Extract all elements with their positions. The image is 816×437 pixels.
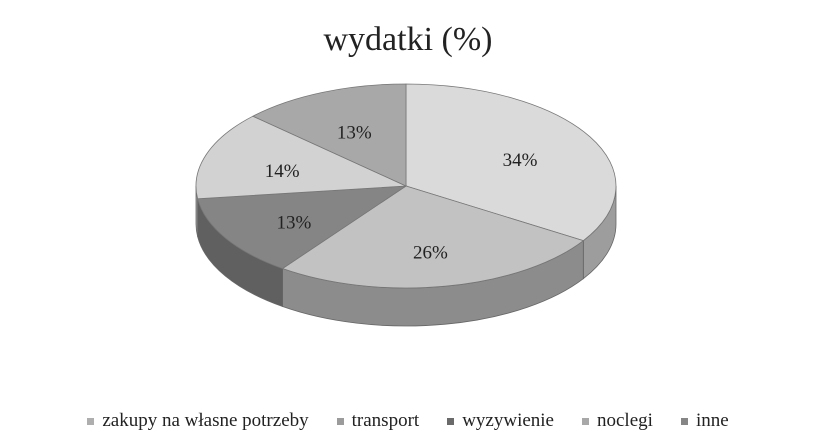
legend-swatch — [680, 417, 688, 425]
legend-item: noclegi — [582, 410, 653, 432]
slice — [405, 83, 617, 242]
legend-swatch — [87, 417, 95, 425]
legend-item: wyzywienie — [447, 410, 554, 432]
pie-canvas: wydatki (%) 34% 26% 13% 14% 13% — [195, 21, 617, 327]
legend-swatch — [447, 417, 455, 425]
legend-label: zakupy na własne potrzeby — [102, 410, 309, 431]
data-label: 34% — [503, 150, 538, 171]
legend-item: inne — [680, 410, 729, 432]
legend-label: inne — [695, 410, 729, 431]
legend-swatch — [582, 417, 589, 425]
data-label: 26% — [413, 242, 448, 263]
data-label: 14% — [265, 161, 300, 182]
legend-item: transport — [336, 410, 420, 432]
slice — [252, 83, 407, 187]
legend-swatch — [336, 417, 344, 425]
slice — [195, 115, 407, 200]
legend-label: transport — [351, 410, 420, 431]
legend: zakupy na własne potrzeby transport wyzywi… — [0, 410, 816, 432]
slice — [281, 185, 585, 289]
slice — [197, 185, 408, 269]
data-label: 13% — [337, 122, 372, 143]
legend-label: wyzywienie — [462, 410, 554, 431]
chart-title: wydatki (%) — [323, 21, 492, 58]
legend-item: zakupy na własne potrzeby — [87, 410, 309, 432]
legend-label: noclegi — [597, 410, 653, 431]
data-label: 13% — [277, 213, 312, 234]
